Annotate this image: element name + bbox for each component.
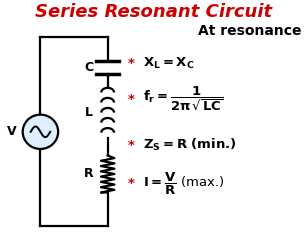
Text: At resonance: At resonance — [198, 24, 302, 38]
Text: Series Resonant Circuit: Series Resonant Circuit — [35, 3, 272, 21]
Text: $\mathbf{I = \dfrac{V}{R}}$ (max.): $\mathbf{I = \dfrac{V}{R}}$ (max.) — [143, 170, 224, 197]
Text: C: C — [84, 61, 93, 74]
Text: $\mathbf{f_r = \dfrac{1}{2\pi\,\sqrt{LC}}}$: $\mathbf{f_r = \dfrac{1}{2\pi\,\sqrt{LC}… — [143, 85, 223, 114]
Text: $\mathbf{Z_S = R}$ (min.): $\mathbf{Z_S = R}$ (min.) — [143, 137, 236, 153]
Text: *: * — [127, 139, 134, 152]
Text: V: V — [6, 125, 16, 138]
Text: *: * — [127, 57, 134, 70]
Text: R: R — [84, 168, 94, 180]
Text: L: L — [85, 106, 93, 119]
Text: *: * — [127, 177, 134, 190]
Circle shape — [23, 115, 58, 149]
Text: *: * — [127, 93, 134, 106]
Text: $\mathbf{X_L = X_C}$: $\mathbf{X_L = X_C}$ — [143, 56, 194, 71]
